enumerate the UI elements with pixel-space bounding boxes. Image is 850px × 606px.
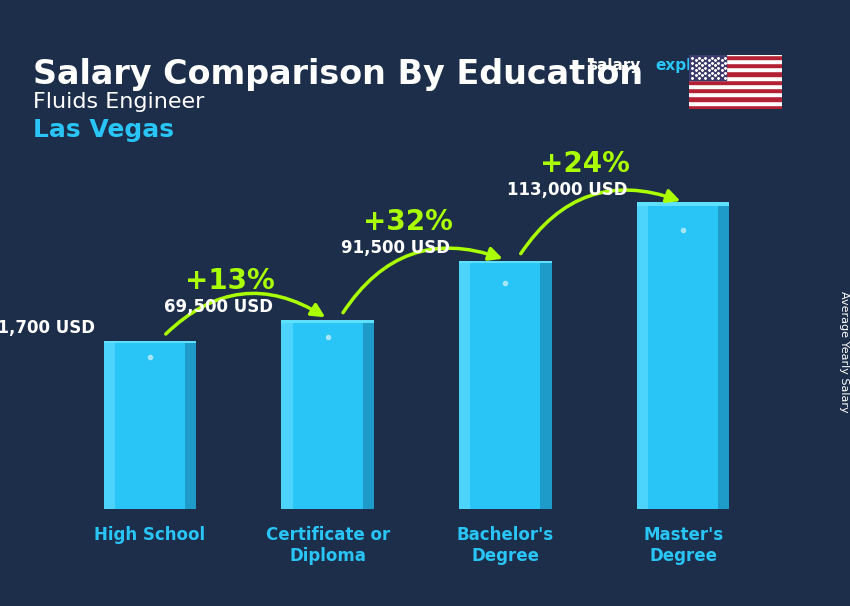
Text: Fluids Engineer: Fluids Engineer	[33, 92, 205, 112]
Text: explorer: explorer	[655, 58, 727, 73]
Text: 113,000 USD: 113,000 USD	[507, 181, 628, 199]
Text: .com: .com	[734, 58, 774, 73]
Text: Master's
Degree: Master's Degree	[643, 526, 723, 565]
Bar	[688, 50, 782, 55]
Bar	[688, 80, 782, 84]
Polygon shape	[281, 322, 292, 509]
Bar	[688, 55, 726, 80]
Bar	[688, 84, 782, 88]
Bar	[688, 88, 782, 92]
Polygon shape	[281, 322, 374, 509]
Bar	[688, 101, 782, 105]
Polygon shape	[104, 341, 196, 344]
Bar	[688, 96, 782, 101]
Polygon shape	[541, 264, 552, 509]
Bar	[688, 92, 782, 96]
Text: Las Vegas: Las Vegas	[33, 118, 174, 142]
FancyArrowPatch shape	[166, 293, 322, 334]
Text: salary: salary	[588, 58, 641, 73]
Text: 69,500 USD: 69,500 USD	[163, 298, 273, 316]
Text: Bachelor's
Degree: Bachelor's Degree	[456, 526, 554, 565]
Text: +32%: +32%	[363, 208, 452, 236]
Polygon shape	[637, 206, 729, 509]
Text: Salary Comparison By Education: Salary Comparison By Education	[33, 58, 643, 91]
Bar	[688, 63, 782, 67]
Polygon shape	[459, 261, 552, 264]
Bar	[688, 72, 782, 76]
Bar	[688, 105, 782, 109]
Polygon shape	[281, 321, 374, 322]
Polygon shape	[459, 264, 470, 509]
Text: 91,500 USD: 91,500 USD	[341, 239, 450, 257]
Bar	[688, 67, 782, 72]
Text: +13%: +13%	[185, 267, 275, 295]
Polygon shape	[363, 322, 374, 509]
Text: 61,700 USD: 61,700 USD	[0, 319, 95, 337]
Bar	[688, 59, 782, 63]
Polygon shape	[637, 206, 648, 509]
Text: Certificate or
Diploma: Certificate or Diploma	[265, 526, 390, 565]
Bar	[688, 76, 782, 80]
Text: Average Yearly Salary: Average Yearly Salary	[839, 291, 849, 412]
Polygon shape	[459, 264, 552, 509]
Polygon shape	[185, 344, 196, 509]
Polygon shape	[718, 206, 729, 509]
FancyArrowPatch shape	[521, 190, 677, 254]
Polygon shape	[637, 202, 729, 206]
Bar	[688, 55, 782, 59]
Text: High School: High School	[94, 526, 206, 544]
Text: +24%: +24%	[541, 150, 631, 178]
Polygon shape	[104, 344, 115, 509]
Polygon shape	[104, 344, 196, 509]
FancyArrowPatch shape	[343, 248, 499, 313]
